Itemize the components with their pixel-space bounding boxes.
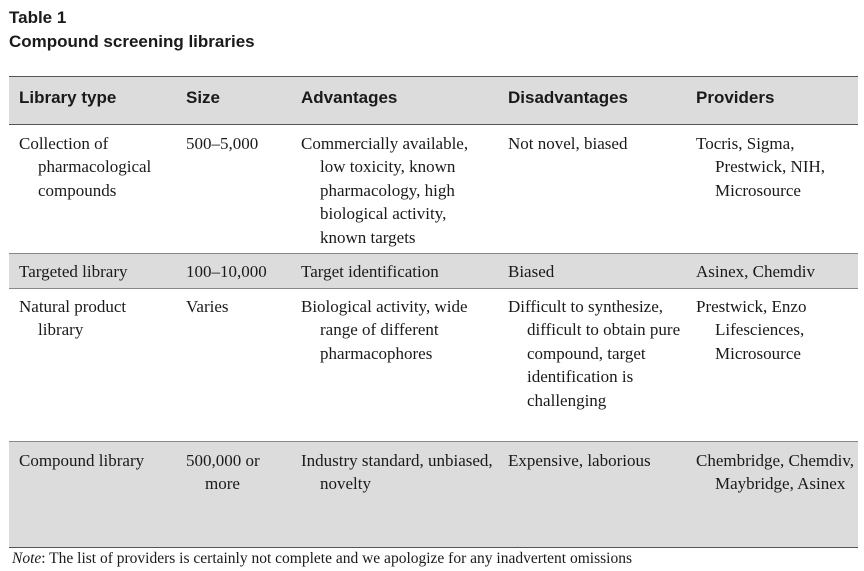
cell-size: 500,000 or more xyxy=(176,441,291,547)
column-header-size: Size xyxy=(176,77,291,125)
note-label: Note xyxy=(12,550,42,567)
cell-providers: Chembridge, Chemdiv, Maybridge, Asinex xyxy=(686,441,858,547)
cell-text: Asinex, Chemdiv xyxy=(696,261,815,281)
cell-library-type: Compound library xyxy=(9,441,176,547)
table-footnote: Note: The list of providers is certainly… xyxy=(12,549,632,569)
table-row: Targeted library 100–10,000 Target ident… xyxy=(9,253,858,288)
cell-size: 100–10,000 xyxy=(176,253,291,288)
cell-text: Targeted library xyxy=(19,261,128,281)
cell-text: Target identification xyxy=(301,261,439,281)
cell-size: 500–5,000 xyxy=(176,124,291,253)
table-title-block: Table 1 Compound screening libraries xyxy=(9,6,255,54)
cell-text: Tocris, Sigma, Prestwick, NIH, Microsour… xyxy=(696,133,826,200)
cell-advantages: Industry standard, unbiased, novelty xyxy=(291,441,498,547)
cell-text: Biased xyxy=(508,261,555,281)
column-header-providers: Providers xyxy=(686,77,858,125)
cell-text: Not novel, biased xyxy=(508,133,628,153)
cell-providers: Tocris, Sigma, Prestwick, NIH, Microsour… xyxy=(686,124,858,253)
cell-advantages: Biological activity, wide range of diffe… xyxy=(291,288,498,441)
cell-advantages: Commercially available, low toxicity, kn… xyxy=(291,124,498,253)
library-table-container: Library type Size Advantages Disadvantag… xyxy=(9,76,858,548)
cell-text: Varies xyxy=(186,296,229,316)
column-header-advantages: Advantages xyxy=(291,77,498,125)
table-row: Compound library 500,000 or more Industr… xyxy=(9,441,858,547)
cell-library-type: Targeted library xyxy=(9,253,176,288)
cell-disadvantages: Biased xyxy=(498,253,686,288)
cell-text: 100–10,000 xyxy=(186,261,267,281)
table-caption: Compound screening libraries xyxy=(9,32,255,51)
cell-providers: Asinex, Chemdiv xyxy=(686,253,858,288)
cell-text: Collection of pharmacological compounds xyxy=(19,133,152,200)
cell-text: Natural product library xyxy=(19,296,127,340)
cell-text: Chembridge, Chemdiv, Maybridge, Asinex xyxy=(696,450,855,494)
column-header-disadvantages: Disadvantages xyxy=(498,77,686,125)
cell-library-type: Natural product library xyxy=(9,288,176,441)
cell-text: Industry standard, unbiased, novelty xyxy=(301,450,493,494)
note-text: : The list of providers is certainly not… xyxy=(41,550,632,567)
cell-text: 500–5,000 xyxy=(186,133,259,153)
cell-text: Commercially available, low toxicity, kn… xyxy=(301,133,469,247)
cell-text: Compound library xyxy=(19,450,145,470)
table-row: Natural product library Varies Biologica… xyxy=(9,288,858,441)
cell-text: Prestwick, Enzo Lifesciences, Microsourc… xyxy=(696,296,807,363)
table-label: Table 1 xyxy=(9,8,67,27)
cell-text: Expensive, laborious xyxy=(508,450,651,470)
cell-disadvantages: Expensive, laborious xyxy=(498,441,686,547)
cell-library-type: Collection of pharmacological compounds xyxy=(9,124,176,253)
cell-disadvantages: Not novel, biased xyxy=(498,124,686,253)
cell-text: Difficult to synthesize, difficult to ob… xyxy=(508,296,681,410)
column-header-library-type: Library type xyxy=(9,77,176,125)
cell-text: Biological activity, wide range of diffe… xyxy=(301,296,468,363)
cell-size: Varies xyxy=(176,288,291,441)
cell-text: 500,000 or more xyxy=(186,450,260,494)
cell-disadvantages: Difficult to synthesize, difficult to ob… xyxy=(498,288,686,441)
table-row: Collection of pharmacological compounds … xyxy=(9,124,858,253)
table-header-row: Library type Size Advantages Disadvantag… xyxy=(9,77,858,125)
cell-advantages: Target identification xyxy=(291,253,498,288)
cell-providers: Prestwick, Enzo Lifesciences, Microsourc… xyxy=(686,288,858,441)
library-table: Library type Size Advantages Disadvantag… xyxy=(9,77,858,547)
